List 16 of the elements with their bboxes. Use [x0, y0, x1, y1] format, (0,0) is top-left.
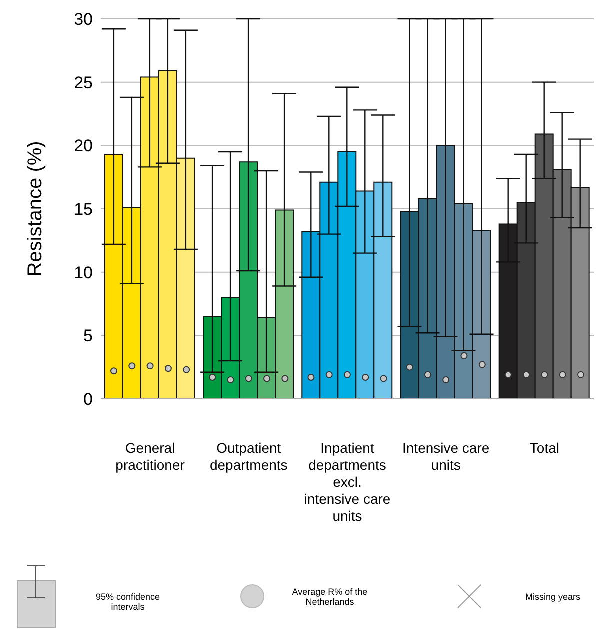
y-tick-label: 20: [74, 136, 93, 156]
y-tick-label: 10: [74, 263, 93, 282]
y-tick-label: 15: [74, 200, 93, 220]
y-tick-label: 30: [74, 10, 93, 30]
x-tick-label: General practitioner: [116, 440, 186, 473]
y-tick-label: 25: [74, 73, 93, 92]
x-tick-label: Outpatient departments: [210, 440, 288, 473]
x-tick-label: Inpatient departments excl. intensive care units: [304, 440, 391, 524]
y-tick-label: 5: [84, 326, 93, 346]
y-tick-label: 0: [84, 390, 93, 410]
text: Average R% of the Netherlands: [291, 587, 369, 607]
text: 95% confidence intervals: [94, 592, 162, 612]
x-tick-label: Intensive care units: [402, 440, 490, 473]
y-axis-title: Resistance (%): [24, 141, 46, 277]
text: Missing years: [524, 592, 582, 602]
x-tick-label: Total: [530, 440, 560, 456]
